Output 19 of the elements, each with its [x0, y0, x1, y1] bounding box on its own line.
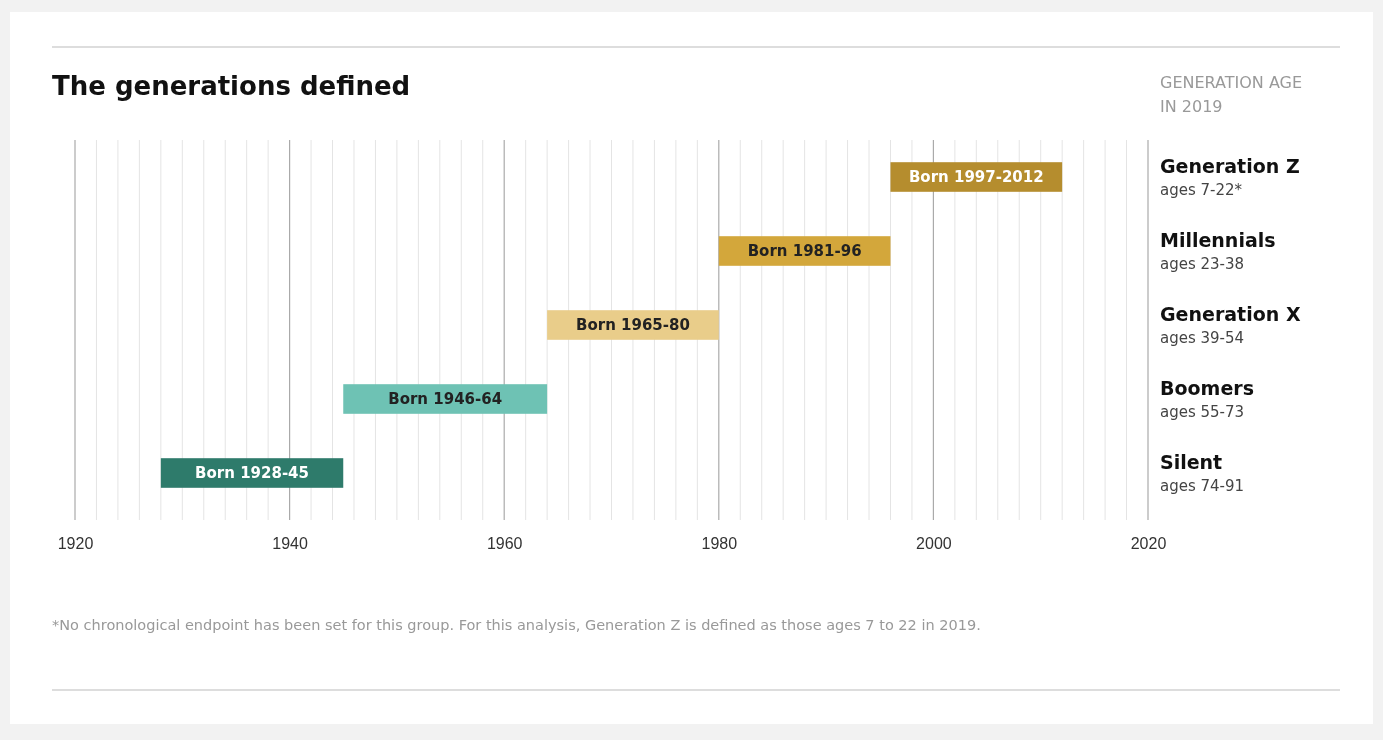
y-axis-title: GENERATION AGE IN 2019	[1160, 73, 1303, 116]
data-label: Born 1981-96	[747, 242, 862, 261]
x-tick-label: 1960	[486, 534, 523, 552]
x-tick-label: 1940	[272, 534, 308, 552]
x-tick-label: 1980	[701, 534, 738, 552]
x-tick-label: 2000	[916, 534, 952, 552]
x-tick-label: 2020	[1130, 534, 1167, 552]
y-tick-label: Boomers ages 55-73	[1160, 377, 1254, 421]
text: *No chronological endpoint has been set for this group. For this analysis, Generation Z is defined as those ages 7 to 22 in 2019.	[52, 617, 981, 633]
y-tick-label: Millennials ages 23-38	[1160, 229, 1276, 273]
chart-title: The generations defined	[52, 71, 411, 101]
data-label: Born 1997-2012	[908, 168, 1044, 187]
x-tick-label: 1920	[57, 534, 94, 552]
y-tick-label: Silent ages 74-91	[1160, 451, 1245, 495]
data-label: Born 1928-45	[195, 464, 309, 483]
data-label: Born 1946-64	[388, 390, 503, 409]
y-tick-label: Generation Z ages 7-22*	[1160, 155, 1300, 199]
data-label: Born 1965-80	[576, 316, 690, 335]
y-tick-label: Generation X ages 39-54	[1160, 303, 1301, 347]
